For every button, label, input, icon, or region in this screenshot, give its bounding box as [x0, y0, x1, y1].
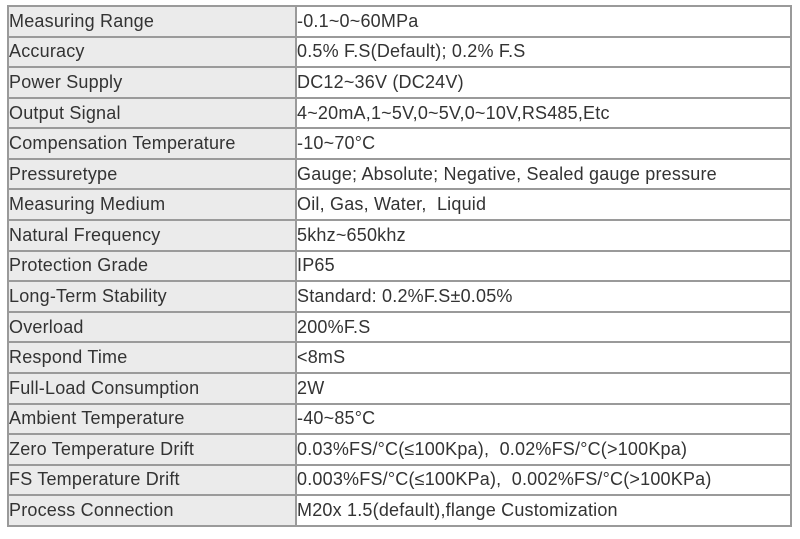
table-row: Measuring Range -0.1~0~60MPa [7, 5, 792, 38]
spec-label: Output Signal [7, 96, 297, 130]
table-row: Output Signal 4~20mA,1~5V,0~5V,0~10V,RS4… [7, 96, 792, 130]
spec-label: Compensation Temperature [7, 127, 297, 160]
spec-value: Standard: 0.2%F.S±0.05% [295, 280, 792, 313]
spec-label: Natural Frequency [7, 219, 297, 252]
table-row: Measuring Medium Oil, Gas, Water, Liquid [7, 188, 792, 222]
spec-label: Long-Term Stability [7, 280, 297, 313]
spec-value: -10~70°C [295, 127, 792, 160]
table-row: Protection Grade IP65 [7, 249, 792, 283]
spec-value: Gauge; Absolute; Negative, Sealed gauge … [295, 157, 792, 191]
specification-table: Measuring Range -0.1~0~60MPa Accuracy 0.… [7, 5, 792, 527]
spec-value: 2W [295, 371, 792, 405]
table-row: Compensation Temperature -10~70°C [7, 127, 792, 160]
table-row: Natural Frequency 5khz~650khz [7, 219, 792, 252]
table-row: Ambient Temperature -40~85°C [7, 402, 792, 436]
spec-value: 0.03%FS/°C(≤100Kpa), 0.02%FS/°C(>100Kpa) [295, 433, 792, 466]
table-row: Long-Term Stability Standard: 0.2%F.S±0.… [7, 280, 792, 313]
spec-label: Pressuretype [7, 157, 297, 191]
specification-table-body: Measuring Range -0.1~0~60MPa Accuracy 0.… [7, 5, 792, 527]
spec-label: Full-Load Consumption [7, 371, 297, 405]
table-row: Pressuretype Gauge; Absolute; Negative, … [7, 157, 792, 191]
spec-value: DC12~36V (DC24V) [295, 66, 792, 99]
spec-value: Oil, Gas, Water, Liquid [295, 188, 792, 222]
spec-value: 0.003%FS/°C(≤100KPa), 0.002%FS/°C(>100KP… [295, 463, 792, 497]
spec-value: IP65 [295, 249, 792, 283]
spec-label: Protection Grade [7, 249, 297, 283]
spec-value: -40~85°C [295, 402, 792, 436]
spec-value: M20x 1.5(default),flange Customization [295, 494, 792, 527]
spec-value: 4~20mA,1~5V,0~5V,0~10V,RS485,Etc [295, 96, 792, 130]
spec-value: 200%F.S [295, 310, 792, 344]
spec-label: Measuring Range [7, 5, 297, 38]
spec-label: Accuracy [7, 35, 297, 69]
spec-label: Ambient Temperature [7, 402, 297, 436]
table-row: Accuracy 0.5% F.S(Default); 0.2% F.S [7, 35, 792, 69]
spec-label: FS Temperature Drift [7, 463, 297, 497]
spec-label: Measuring Medium [7, 188, 297, 222]
spec-value: <8mS [295, 341, 792, 374]
table-row: Power Supply DC12~36V (DC24V) [7, 66, 792, 99]
spec-label: Power Supply [7, 66, 297, 99]
table-row: Zero Temperature Drift 0.03%FS/°C(≤100Kp… [7, 433, 792, 466]
spec-value: 0.5% F.S(Default); 0.2% F.S [295, 35, 792, 69]
spec-label: Respond Time [7, 341, 297, 374]
spec-value: 5khz~650khz [295, 219, 792, 252]
table-row: Process Connection M20x 1.5(default),fla… [7, 494, 792, 527]
table-row: Full-Load Consumption 2W [7, 371, 792, 405]
table-row: Respond Time <8mS [7, 341, 792, 374]
table-row: FS Temperature Drift 0.003%FS/°C(≤100KPa… [7, 463, 792, 497]
spec-value: -0.1~0~60MPa [295, 5, 792, 38]
spec-label: Overload [7, 310, 297, 344]
spec-label: Process Connection [7, 494, 297, 527]
spec-label: Zero Temperature Drift [7, 433, 297, 466]
table-row: Overload 200%F.S [7, 310, 792, 344]
